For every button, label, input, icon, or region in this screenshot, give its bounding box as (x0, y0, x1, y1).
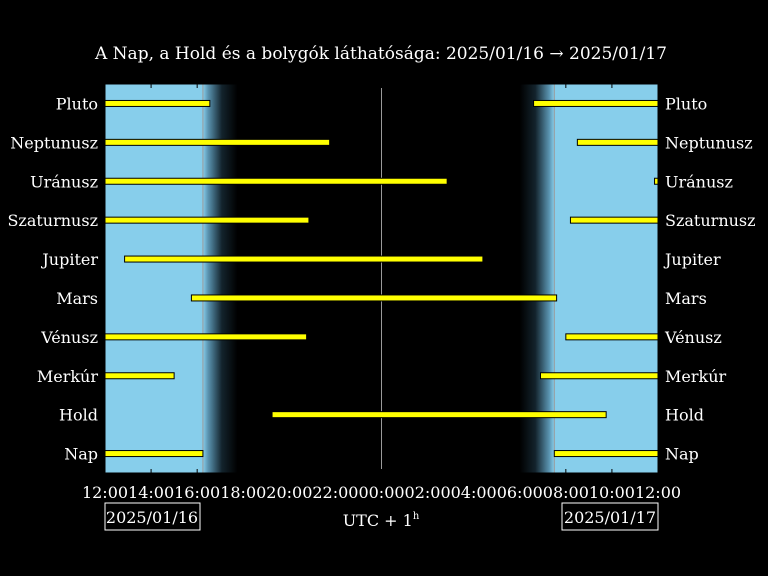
category-label-right: Szaturnusz (665, 211, 756, 230)
category-label-right: Merkúr (665, 367, 727, 386)
bar-merkúr-1 (104, 372, 175, 380)
x-tick-label: 12:00 (82, 483, 128, 502)
bar-pluto-2 (533, 99, 659, 107)
x-tick-labels: 12:00 14:00 16:00 18:00 20:00 22:00 00:00 02:00… (82, 483, 681, 502)
right-category-labels: Pluto Neptunusz Uránusz Szaturnusz Jupiter Ma… (663, 94, 756, 463)
x-tick-label: 18:00 (220, 483, 266, 502)
category-label-left: Pluto (56, 94, 98, 113)
category-label-right: Hold (665, 406, 704, 425)
bar-nap-1 (104, 450, 204, 458)
day-region-right (554, 84, 658, 473)
x-tick-label: 14:00 (128, 483, 174, 502)
end-date-label: 2025/01/17 (564, 508, 656, 527)
end-date-box (561, 502, 659, 531)
category-label-left: Hold (59, 406, 98, 425)
bar-pluto-1 (104, 99, 211, 107)
x-axis-label-sup: h (413, 511, 420, 522)
category-label-right: Neptunusz (665, 133, 753, 152)
left-category-labels: Pluto Neptunusz Uránusz Szaturnusz Jupiter Ma… (7, 94, 98, 463)
category-label-right: Nap (665, 445, 699, 464)
bar-merkúr-2 (539, 372, 659, 380)
day-region-left (105, 84, 203, 473)
bar-vénusz-1 (104, 333, 308, 341)
category-label-right: Vénusz (664, 328, 722, 347)
x-tick-label: 04:00 (451, 483, 497, 502)
category-label-left: Mars (56, 289, 98, 308)
bar-uránusz-2 (654, 177, 659, 185)
x-tick-label: 10:00 (589, 483, 635, 502)
bar-nap-2 (553, 450, 659, 458)
bar-neptunusz-1 (104, 138, 331, 146)
category-label-left: Nap (64, 445, 98, 464)
x-tick-label: 12:00 (635, 483, 681, 502)
category-label-right: Pluto (665, 94, 707, 113)
x-tick-label: 06:00 (497, 483, 543, 502)
bar-neptunusz-2 (576, 138, 659, 146)
dawn-twilight (519, 84, 555, 473)
x-tick-label: 16:00 (174, 483, 220, 502)
category-label-left: Neptunusz (10, 133, 98, 152)
x-tick-label: 02:00 (405, 483, 451, 502)
start-date-box (104, 502, 201, 531)
x-tick-label: 22:00 (312, 483, 358, 502)
x-tick-label: 00:00 (358, 483, 404, 502)
category-label-left: Uránusz (30, 172, 98, 191)
category-label-left: Szaturnusz (7, 211, 98, 230)
bar-hold-1 (271, 411, 607, 419)
category-label-left: Vénusz (40, 328, 98, 347)
bar-szaturnusz-1 (104, 216, 310, 224)
x-tick-label: 08:00 (543, 483, 589, 502)
x-axis-label-main: UTC + 1 (343, 511, 413, 530)
category-label-right: Jupiter (663, 250, 721, 269)
category-label-left: Jupiter (40, 250, 98, 269)
bar-vénusz-2 (565, 333, 659, 341)
chart-title: A Nap, a Hold és a bolygók láthatósága: … (94, 44, 667, 64)
bar-jupiter-1 (124, 255, 484, 263)
bar-uránusz-1 (104, 177, 448, 185)
start-date-label: 2025/01/16 (106, 508, 198, 527)
night-region (237, 84, 520, 473)
plot-area (104, 83, 659, 474)
bar-mars-1 (190, 294, 558, 302)
category-label-right: Uránusz (665, 172, 733, 191)
category-label-left: Merkúr (37, 367, 99, 386)
x-axis-label: UTC + 1h (343, 511, 420, 530)
category-label-right: Mars (665, 289, 707, 308)
x-tick-label: 20:00 (266, 483, 312, 502)
dusk-twilight (202, 84, 238, 473)
bar-szaturnusz-2 (569, 216, 659, 224)
